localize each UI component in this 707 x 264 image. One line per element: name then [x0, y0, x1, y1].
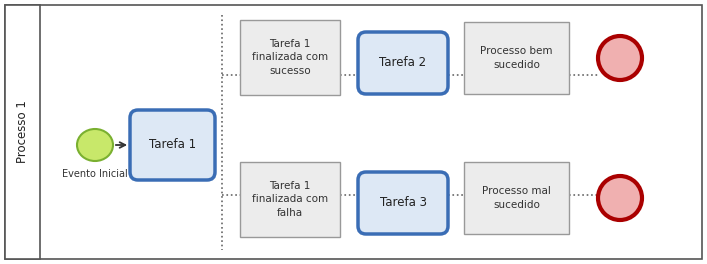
Ellipse shape: [598, 36, 642, 80]
Bar: [464, 162, 569, 234]
Bar: [5, 5, 40, 259]
Text: Tarefa 1
finalizada com
sucesso: Tarefa 1 finalizada com sucesso: [252, 39, 328, 76]
Text: Tarefa 1: Tarefa 1: [149, 139, 196, 152]
Text: Tarefa 1
finalizada com
falha: Tarefa 1 finalizada com falha: [252, 181, 328, 218]
FancyBboxPatch shape: [130, 110, 215, 180]
Text: Evento Inicial: Evento Inicial: [62, 169, 128, 179]
Text: Tarefa 2: Tarefa 2: [380, 56, 426, 69]
FancyBboxPatch shape: [358, 172, 448, 234]
Text: Processo 1: Processo 1: [16, 101, 29, 163]
Ellipse shape: [77, 129, 113, 161]
Text: Processo bem
sucedido: Processo bem sucedido: [480, 46, 553, 70]
Text: Tarefa 3: Tarefa 3: [380, 196, 426, 210]
FancyBboxPatch shape: [358, 32, 448, 94]
Bar: [464, 22, 569, 94]
Bar: [240, 20, 340, 95]
Ellipse shape: [598, 176, 642, 220]
Text: Processo mal
sucedido: Processo mal sucedido: [482, 186, 551, 210]
Bar: [240, 162, 340, 237]
